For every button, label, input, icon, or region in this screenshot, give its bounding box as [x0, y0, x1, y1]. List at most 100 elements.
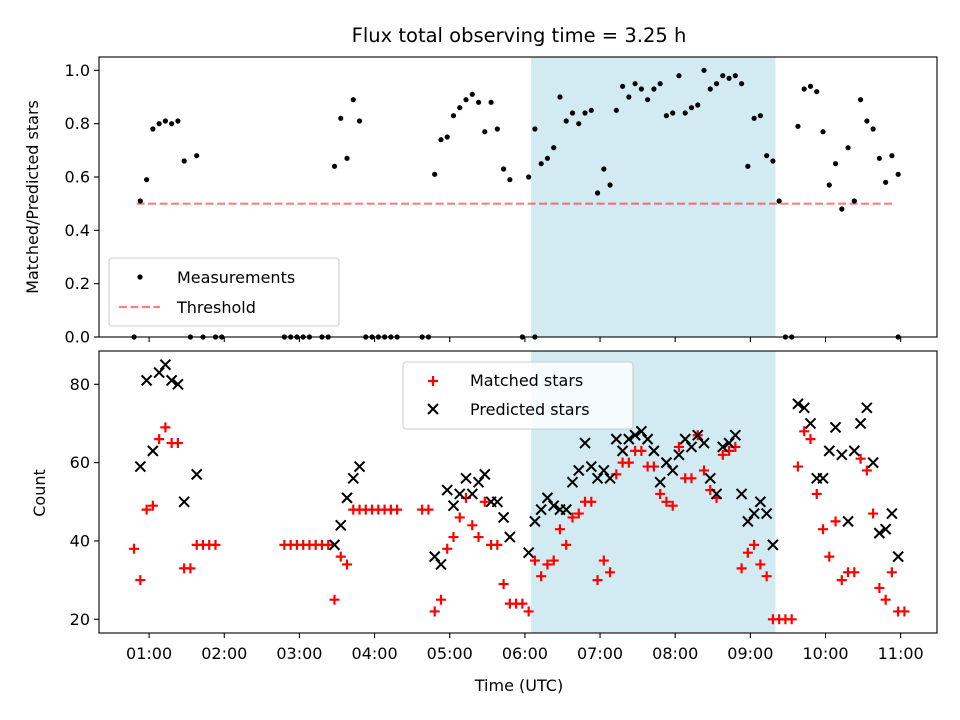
- measurement-point: [181, 158, 187, 164]
- matched-stars-point: [686, 473, 697, 484]
- predicted-stars-point: [541, 492, 554, 504]
- predicted-stars-point: [159, 359, 172, 371]
- matched-stars-point: [636, 445, 647, 456]
- top-plot: 0.0 0.2 0.4 0.6 0.8 1.0: [65, 56, 938, 347]
- matched-stars-point: [749, 539, 760, 550]
- measurement-point: [807, 83, 814, 89]
- predicted-stars-point: [648, 445, 660, 457]
- top-y-tick-label: 0.8: [65, 114, 90, 133]
- predicted-stars-point: [698, 437, 710, 449]
- matched-stars-point: [667, 500, 678, 511]
- x-tick-label: 09:00: [727, 644, 773, 663]
- predicted-stars-point: [829, 421, 842, 434]
- matched-stars-point: [736, 563, 747, 574]
- x-tick-label: 01:00: [126, 644, 172, 663]
- matched-stars-point: [473, 532, 484, 543]
- matched-stars-point: [529, 555, 540, 566]
- measurement-point: [764, 153, 770, 159]
- predicted-stars-point: [566, 476, 579, 488]
- predicted-stars-point: [666, 464, 679, 477]
- legend-label: Measurements: [177, 268, 295, 287]
- predicted-stars-point: [529, 515, 541, 528]
- predicted-stars-point: [848, 445, 861, 457]
- predicted-stars-point: [472, 476, 485, 488]
- measurement-point: [500, 166, 507, 172]
- matched-stars-point: [523, 606, 534, 617]
- matched-stars-point: [185, 563, 196, 574]
- bottom-axes-frame: [98, 350, 938, 634]
- top-y-tick-label: 0.4: [65, 221, 90, 240]
- predicted-stars-point: [723, 437, 735, 449]
- measurement-point: [632, 81, 638, 87]
- legend-label: Threshold: [176, 298, 256, 317]
- predicted-stars-point: [754, 496, 767, 508]
- matched-stars-point: [172, 438, 183, 449]
- matched-stars-point: [454, 512, 465, 523]
- predicted-stars-point: [854, 417, 867, 430]
- measurement-point: [557, 94, 563, 100]
- matched-stars-point: [479, 496, 490, 507]
- x-tick-label: 07:00: [577, 644, 623, 663]
- measurement-point: [757, 113, 763, 119]
- predicted-stars-point: [335, 519, 347, 531]
- measurement-point: [488, 99, 494, 105]
- measurement-point: [607, 182, 613, 188]
- predicted-stars-point: [879, 523, 892, 535]
- predicted-stars-point: [748, 507, 760, 520]
- legend-predicted-marker: [427, 403, 439, 415]
- measurement-point: [344, 155, 350, 161]
- predicted-stars-point: [435, 558, 447, 571]
- predicted-stars-point: [717, 441, 729, 453]
- x-tick-label: 06:00: [502, 644, 548, 663]
- measurement-point: [701, 67, 707, 73]
- measurement-point: [889, 153, 895, 159]
- legend-frame: [108, 257, 340, 327]
- measurement-point: [682, 110, 688, 116]
- matched-stars-point: [598, 555, 609, 566]
- bottom-legend: Matched stars Predicted stars: [402, 361, 634, 430]
- matched-stars-point: [323, 539, 334, 550]
- matched-stars-point: [329, 594, 340, 605]
- matched-stars-point: [655, 488, 666, 499]
- measurement-point: [613, 107, 619, 113]
- predicted-stars-point: [604, 472, 616, 484]
- measurement-point: [745, 163, 751, 169]
- predicted-stars-point: [673, 449, 685, 461]
- bottom-y-tick-label: 80: [70, 375, 90, 394]
- matched-stars-point: [836, 575, 847, 586]
- matched-stars-point: [792, 461, 803, 472]
- predicted-stars-point: [178, 496, 190, 508]
- predicted-stars-point: [341, 492, 353, 504]
- predicted-stars-point: [742, 515, 754, 528]
- x-tick-label: 08:00: [652, 644, 698, 663]
- predicted-stars-point: [134, 460, 147, 473]
- matched-stars-point: [824, 551, 835, 562]
- predicted-stars-point: [466, 488, 478, 500]
- matched-stars-point: [342, 559, 353, 570]
- measurement-point: [544, 155, 551, 161]
- measurement-point: [137, 198, 143, 204]
- predicted-stars-point: [798, 402, 810, 414]
- measurement-point: [720, 73, 726, 79]
- predicted-stars-point: [804, 417, 817, 430]
- predicted-stars-point: [861, 402, 873, 414]
- measurement-point: [876, 155, 882, 161]
- x-tick-label: 04:00: [352, 644, 398, 663]
- predicted-stars-point: [560, 503, 572, 516]
- predicted-stars-point: [585, 460, 597, 473]
- matched-stars-point: [699, 465, 710, 476]
- predicted-stars-point: [441, 484, 453, 496]
- measurement-point: [594, 190, 601, 196]
- measurement-point: [776, 198, 782, 204]
- matched-stars-point: [135, 575, 146, 586]
- measurement-point: [156, 121, 162, 127]
- matched-stars-point: [805, 434, 816, 445]
- matched-stars-point: [818, 524, 829, 535]
- measurement-point: [582, 110, 588, 116]
- predicted-stars-point: [873, 527, 886, 539]
- matched-stars-point: [467, 520, 478, 531]
- measurement-point: [350, 97, 356, 103]
- predicted-stars-point: [535, 503, 547, 516]
- predicted-stars-point: [347, 472, 359, 484]
- predicted-stars-point: [447, 500, 460, 512]
